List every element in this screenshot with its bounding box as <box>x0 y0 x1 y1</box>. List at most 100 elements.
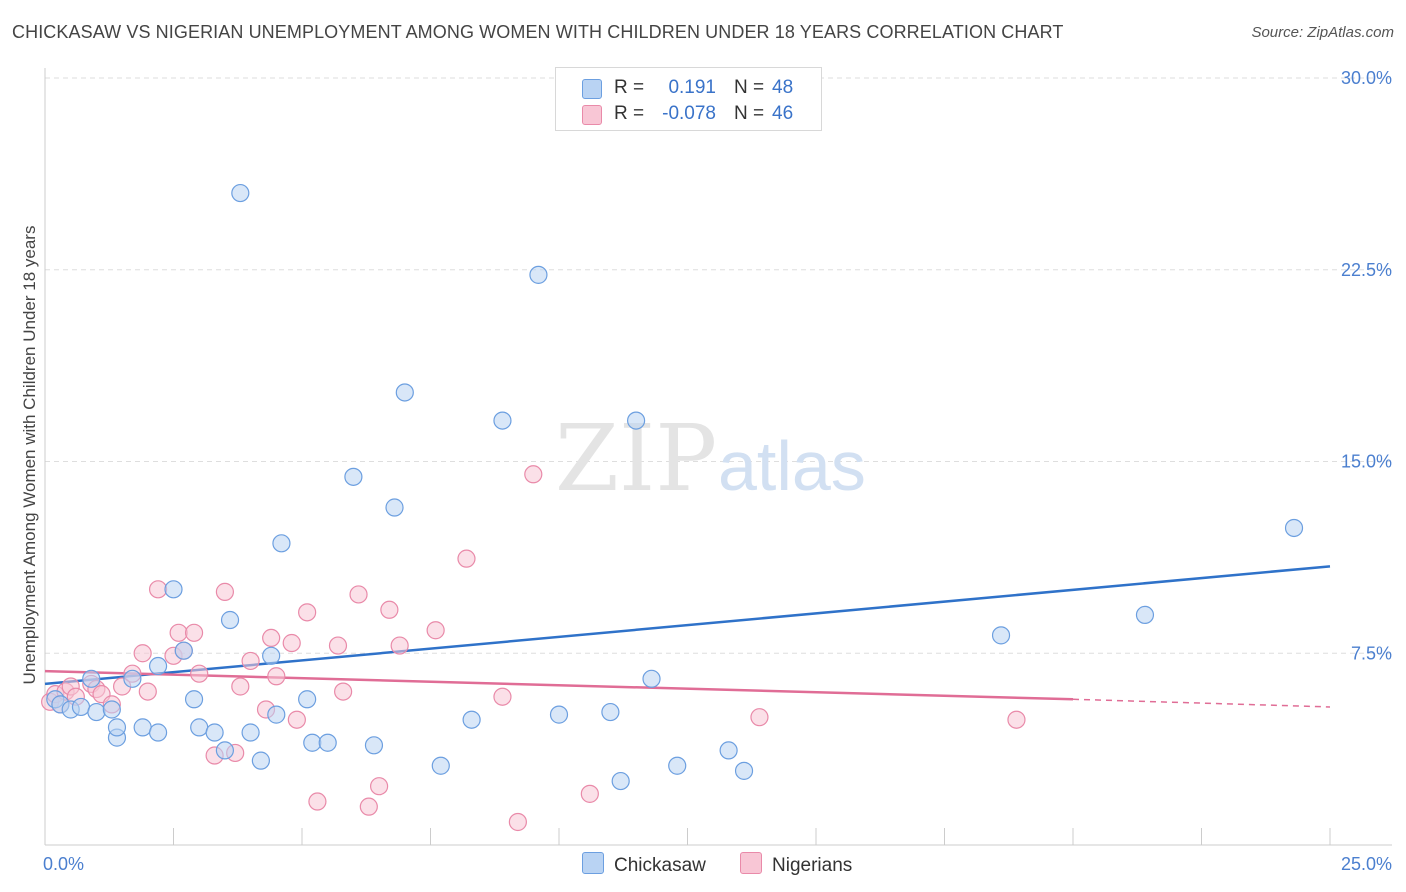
chickasaw-point <box>82 669 101 688</box>
source-credit: Source: ZipAtlas.com <box>1251 24 1394 41</box>
watermark-atlas: atlas <box>718 427 866 505</box>
nigerian-point <box>493 687 512 706</box>
legend-label-nigerians: Nigerians <box>772 855 853 876</box>
chickasaw-point <box>298 690 317 709</box>
chickasaw-point <box>174 641 193 660</box>
legend-item-chickasaw: Chickasaw <box>582 852 706 877</box>
data-points <box>41 183 1304 832</box>
nigerian-point <box>580 784 599 803</box>
chickasaw-swatch <box>582 852 604 874</box>
legend-row-chickasaw: R = 0.191 N = 48 <box>556 75 821 101</box>
chickasaw-point <box>642 669 661 688</box>
chickasaw-point <box>344 467 363 486</box>
nigerian-point <box>169 623 188 642</box>
chickasaw-point <box>231 183 250 203</box>
chickasaw-point <box>364 736 384 755</box>
nigerian-point <box>308 792 327 811</box>
nigerian-point <box>282 633 301 653</box>
chickasaw-point <box>529 265 548 284</box>
axes <box>44 68 1392 846</box>
legend-r-value: -0.078 <box>662 103 716 124</box>
legend-n-label: N = <box>734 77 765 98</box>
legend-n-value: 46 <box>772 103 794 124</box>
nigerian-point <box>241 651 260 671</box>
chickasaw-point <box>107 718 127 737</box>
chickasaw-point <box>148 723 168 742</box>
chickasaw-point <box>668 756 687 775</box>
y-tick-label: 7.5% <box>1351 643 1392 663</box>
chickasaw-point <box>251 751 270 770</box>
chickasaw-point <box>184 690 204 709</box>
chickasaw-point <box>102 700 121 719</box>
chickasaw-point <box>164 580 183 599</box>
nigerian-point <box>184 623 204 642</box>
chickasaw-point <box>262 646 281 665</box>
chickasaw-point <box>431 756 450 775</box>
legend-n-label: N = <box>734 103 765 124</box>
nigerian-point <box>267 667 286 686</box>
nigerian-point <box>750 708 769 727</box>
chickasaw-point <box>318 733 337 752</box>
nigerian-point <box>457 549 476 568</box>
legend-item-nigerians: Nigerians <box>740 852 852 877</box>
nigerian-trend-extension <box>1072 698 1331 708</box>
correlation-legend: R = 0.191 N = 48 R = -0.078 N = 46 <box>555 67 822 131</box>
y-tick-label: 30.0% <box>1341 68 1392 88</box>
tick-labels: 7.5% 15.0% 22.5% 30.0% 0.0% 25.0% <box>43 68 1392 874</box>
chickasaw-point <box>462 710 481 729</box>
chickasaw-point <box>601 702 620 722</box>
nigerian-point <box>215 582 234 601</box>
trend-lines <box>44 565 1331 708</box>
x-tick-label: 25.0% <box>1341 854 1392 874</box>
legend-r-label: R = <box>614 77 645 98</box>
chickasaw-point <box>626 411 646 430</box>
chickasaw-point <box>133 718 152 737</box>
nigerian-point <box>359 797 378 816</box>
nigerians-swatch <box>740 852 762 874</box>
chickasaw-point <box>190 718 209 737</box>
chickasaw-point <box>549 705 569 724</box>
legend-n-value: 48 <box>772 77 794 98</box>
chickasaw-point <box>611 771 630 791</box>
nigerian-point <box>287 710 306 729</box>
chickasaw-point <box>148 656 168 676</box>
nigerian-point <box>390 636 409 655</box>
chickasaw-point <box>303 733 322 752</box>
chickasaw-point <box>205 723 224 742</box>
nigerian-point <box>328 636 348 655</box>
chickasaw-point <box>493 411 512 430</box>
nigerian-point <box>190 664 209 683</box>
chickasaw-point <box>272 534 291 553</box>
legend-r-label: R = <box>614 103 645 124</box>
chickasaw-point <box>220 610 240 630</box>
chickasaw-point <box>87 702 106 722</box>
nigerians-swatch <box>582 105 602 125</box>
chickasaw-point <box>385 498 404 517</box>
chickasaw-point <box>241 723 260 742</box>
chickasaw-point <box>215 741 234 760</box>
nigerian-point <box>524 465 543 484</box>
nigerian-point <box>334 682 353 701</box>
y-tick-label: 15.0% <box>1341 452 1392 472</box>
chickasaw-point <box>991 626 1011 645</box>
nigerian-point <box>349 585 368 604</box>
legend-row-nigerians: R = -0.078 N = 46 <box>556 101 821 127</box>
nigerian-point <box>298 603 317 622</box>
watermark: ZIP atlas <box>555 405 866 512</box>
nigerian-point <box>262 628 281 648</box>
nigerian-point <box>148 580 168 599</box>
chickasaw-point <box>267 705 286 724</box>
chart-title: CHICKASAW VS NIGERIAN UNEMPLOYMENT AMONG… <box>12 22 1064 42</box>
y-tick-label: 22.5% <box>1341 260 1392 280</box>
nigerian-point <box>133 644 152 663</box>
x-tick-label: 0.0% <box>43 854 84 874</box>
nigerian-point <box>370 777 389 796</box>
legend-r-value: 0.191 <box>668 77 716 98</box>
nigerian-point <box>231 677 250 696</box>
nigerian-point <box>380 600 399 619</box>
legend-label-chickasaw: Chickasaw <box>614 855 706 876</box>
chickasaw-swatch <box>582 79 602 99</box>
chickasaw-point <box>1284 518 1304 538</box>
nigerian-point <box>1007 710 1026 729</box>
